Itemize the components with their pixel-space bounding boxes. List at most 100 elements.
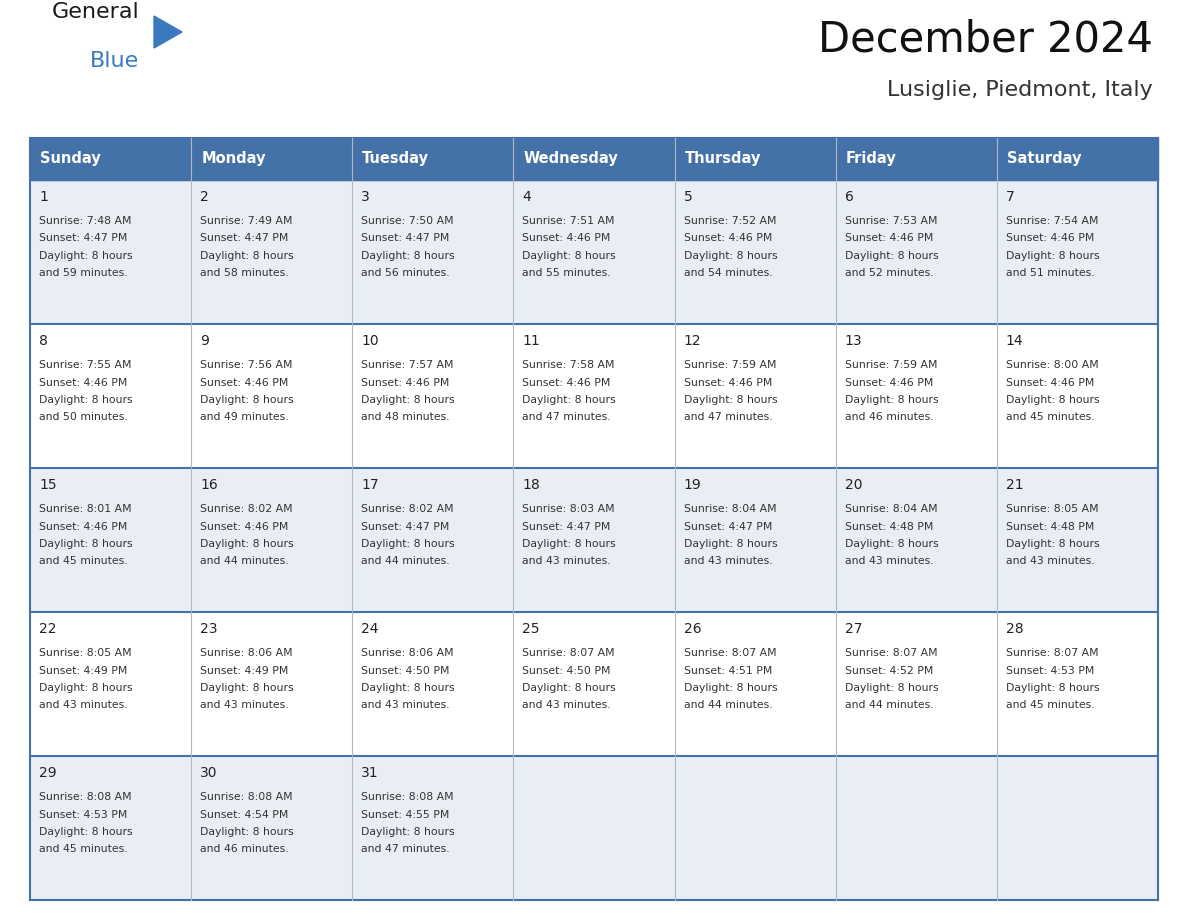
Text: 4: 4 xyxy=(523,190,531,204)
Text: Daylight: 8 hours: Daylight: 8 hours xyxy=(845,539,939,549)
Text: Wednesday: Wednesday xyxy=(524,151,618,166)
Text: Daylight: 8 hours: Daylight: 8 hours xyxy=(1006,683,1099,693)
Text: Sunset: 4:50 PM: Sunset: 4:50 PM xyxy=(523,666,611,676)
Text: Sunrise: 7:57 AM: Sunrise: 7:57 AM xyxy=(361,360,454,370)
Text: Daylight: 8 hours: Daylight: 8 hours xyxy=(1006,251,1099,261)
Text: 22: 22 xyxy=(39,622,57,636)
Text: Sunset: 4:47 PM: Sunset: 4:47 PM xyxy=(683,521,772,532)
Text: and 47 minutes.: and 47 minutes. xyxy=(683,412,772,422)
Text: 15: 15 xyxy=(39,478,57,492)
Text: 25: 25 xyxy=(523,622,539,636)
Text: and 46 minutes.: and 46 minutes. xyxy=(845,412,934,422)
Text: Sunrise: 8:06 AM: Sunrise: 8:06 AM xyxy=(361,648,454,658)
Text: and 43 minutes.: and 43 minutes. xyxy=(361,700,450,711)
Text: Daylight: 8 hours: Daylight: 8 hours xyxy=(523,251,617,261)
Text: Sunset: 4:46 PM: Sunset: 4:46 PM xyxy=(683,233,772,243)
Text: 24: 24 xyxy=(361,622,379,636)
Text: 19: 19 xyxy=(683,478,701,492)
Text: Sunrise: 8:01 AM: Sunrise: 8:01 AM xyxy=(39,504,132,514)
Text: Daylight: 8 hours: Daylight: 8 hours xyxy=(200,395,293,405)
Text: Blue: Blue xyxy=(90,51,139,71)
Text: Daylight: 8 hours: Daylight: 8 hours xyxy=(39,683,133,693)
Text: Daylight: 8 hours: Daylight: 8 hours xyxy=(845,251,939,261)
Text: Sunset: 4:46 PM: Sunset: 4:46 PM xyxy=(523,377,611,387)
Bar xyxy=(30,756,1158,900)
Text: Sunrise: 8:07 AM: Sunrise: 8:07 AM xyxy=(1006,648,1099,658)
Text: Daylight: 8 hours: Daylight: 8 hours xyxy=(683,395,777,405)
Text: 27: 27 xyxy=(845,622,862,636)
Text: 23: 23 xyxy=(200,622,217,636)
Text: Sunrise: 7:48 AM: Sunrise: 7:48 AM xyxy=(39,216,132,226)
Text: and 51 minutes.: and 51 minutes. xyxy=(1006,268,1094,278)
Text: Sunset: 4:49 PM: Sunset: 4:49 PM xyxy=(39,666,127,676)
Text: Sunset: 4:46 PM: Sunset: 4:46 PM xyxy=(1006,233,1094,243)
Text: Sunrise: 8:08 AM: Sunrise: 8:08 AM xyxy=(39,792,132,802)
Text: and 44 minutes.: and 44 minutes. xyxy=(845,700,934,711)
Text: 6: 6 xyxy=(845,190,854,204)
Text: Sunrise: 7:59 AM: Sunrise: 7:59 AM xyxy=(845,360,937,370)
Text: Sunset: 4:46 PM: Sunset: 4:46 PM xyxy=(683,377,772,387)
Text: Thursday: Thursday xyxy=(684,151,762,166)
Text: Daylight: 8 hours: Daylight: 8 hours xyxy=(200,539,293,549)
Bar xyxy=(30,612,1158,756)
Text: 28: 28 xyxy=(1006,622,1024,636)
Text: Daylight: 8 hours: Daylight: 8 hours xyxy=(361,251,455,261)
Text: and 46 minutes.: and 46 minutes. xyxy=(200,845,289,855)
Text: and 54 minutes.: and 54 minutes. xyxy=(683,268,772,278)
Text: Sunset: 4:49 PM: Sunset: 4:49 PM xyxy=(200,666,289,676)
Text: Sunrise: 8:08 AM: Sunrise: 8:08 AM xyxy=(200,792,292,802)
Text: Sunrise: 8:08 AM: Sunrise: 8:08 AM xyxy=(361,792,454,802)
Text: Sunrise: 7:53 AM: Sunrise: 7:53 AM xyxy=(845,216,937,226)
Text: Sunset: 4:47 PM: Sunset: 4:47 PM xyxy=(361,233,450,243)
Text: and 55 minutes.: and 55 minutes. xyxy=(523,268,611,278)
Text: Sunrise: 8:00 AM: Sunrise: 8:00 AM xyxy=(1006,360,1099,370)
Text: and 43 minutes.: and 43 minutes. xyxy=(523,556,611,566)
Text: Sunrise: 8:05 AM: Sunrise: 8:05 AM xyxy=(39,648,132,658)
Text: Sunset: 4:46 PM: Sunset: 4:46 PM xyxy=(1006,377,1094,387)
Text: Sunrise: 8:07 AM: Sunrise: 8:07 AM xyxy=(845,648,937,658)
Text: and 45 minutes.: and 45 minutes. xyxy=(39,845,127,855)
Text: and 50 minutes.: and 50 minutes. xyxy=(39,412,128,422)
Text: Daylight: 8 hours: Daylight: 8 hours xyxy=(683,683,777,693)
Text: and 49 minutes.: and 49 minutes. xyxy=(200,412,289,422)
Text: Sunday: Sunday xyxy=(40,151,101,166)
Text: Sunset: 4:55 PM: Sunset: 4:55 PM xyxy=(361,810,450,820)
Text: Sunset: 4:47 PM: Sunset: 4:47 PM xyxy=(200,233,289,243)
Text: Daylight: 8 hours: Daylight: 8 hours xyxy=(39,827,133,837)
Text: December 2024: December 2024 xyxy=(819,18,1154,60)
Text: 17: 17 xyxy=(361,478,379,492)
Text: 2: 2 xyxy=(200,190,209,204)
Text: Saturday: Saturday xyxy=(1007,151,1081,166)
Text: 29: 29 xyxy=(39,766,57,780)
Text: Sunrise: 8:06 AM: Sunrise: 8:06 AM xyxy=(200,648,292,658)
Text: Daylight: 8 hours: Daylight: 8 hours xyxy=(523,539,617,549)
Text: 12: 12 xyxy=(683,334,701,348)
Text: 7: 7 xyxy=(1006,190,1015,204)
Text: 31: 31 xyxy=(361,766,379,780)
Text: Sunrise: 7:49 AM: Sunrise: 7:49 AM xyxy=(200,216,292,226)
Text: and 43 minutes.: and 43 minutes. xyxy=(200,700,289,711)
Text: and 43 minutes.: and 43 minutes. xyxy=(523,700,611,711)
Text: Sunrise: 8:07 AM: Sunrise: 8:07 AM xyxy=(523,648,615,658)
Text: Sunset: 4:46 PM: Sunset: 4:46 PM xyxy=(845,377,933,387)
Text: Monday: Monday xyxy=(201,151,266,166)
Text: 11: 11 xyxy=(523,334,541,348)
Text: and 52 minutes.: and 52 minutes. xyxy=(845,268,934,278)
Text: Sunset: 4:53 PM: Sunset: 4:53 PM xyxy=(39,810,127,820)
Text: Sunrise: 8:03 AM: Sunrise: 8:03 AM xyxy=(523,504,615,514)
Text: Daylight: 8 hours: Daylight: 8 hours xyxy=(200,251,293,261)
Text: Daylight: 8 hours: Daylight: 8 hours xyxy=(200,827,293,837)
Text: and 44 minutes.: and 44 minutes. xyxy=(683,700,772,711)
Text: Sunrise: 8:04 AM: Sunrise: 8:04 AM xyxy=(845,504,937,514)
Text: Sunrise: 7:58 AM: Sunrise: 7:58 AM xyxy=(523,360,615,370)
Text: Daylight: 8 hours: Daylight: 8 hours xyxy=(39,395,133,405)
Bar xyxy=(30,138,1158,180)
Text: General: General xyxy=(52,2,140,22)
Text: 21: 21 xyxy=(1006,478,1024,492)
Text: and 45 minutes.: and 45 minutes. xyxy=(1006,700,1094,711)
Text: 8: 8 xyxy=(39,334,48,348)
Text: Sunrise: 7:59 AM: Sunrise: 7:59 AM xyxy=(683,360,776,370)
Text: and 43 minutes.: and 43 minutes. xyxy=(1006,556,1094,566)
Text: Daylight: 8 hours: Daylight: 8 hours xyxy=(845,395,939,405)
Text: Sunrise: 8:04 AM: Sunrise: 8:04 AM xyxy=(683,504,776,514)
